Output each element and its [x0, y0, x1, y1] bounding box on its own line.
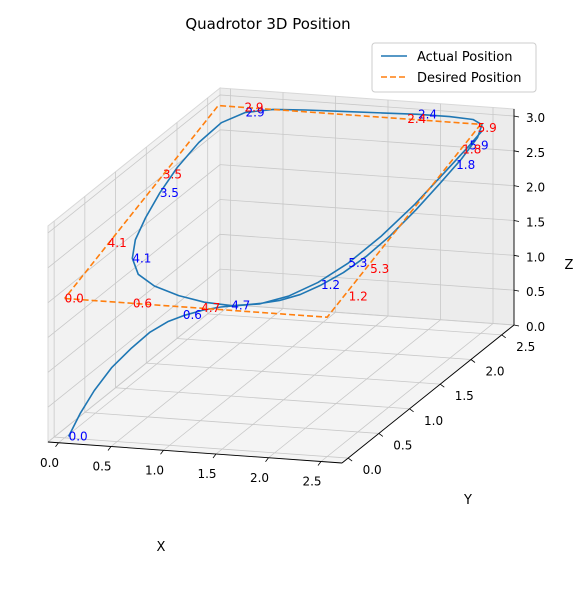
x-axis-label: X: [157, 540, 166, 555]
time-label: 4.1: [132, 251, 151, 265]
z-tick-mark: [513, 115, 520, 118]
time-label: 0.6: [133, 296, 152, 310]
z-tick-mark: [513, 254, 520, 257]
z-tick-mark: [513, 289, 520, 292]
y-axis-line: [341, 324, 515, 464]
y-tick-mark: [409, 408, 414, 413]
legend: Actual Position Desired Position: [371, 42, 537, 93]
x-tick-mark: [212, 453, 217, 459]
time-label: 1.8: [456, 158, 475, 172]
gridline-z: [47, 233, 515, 373]
time-label: 5.3: [370, 262, 389, 276]
z-tick-mark: [513, 324, 520, 327]
y-tick-label: 0.5: [393, 438, 412, 452]
x-tick-mark: [317, 461, 322, 466]
legend-box: [371, 42, 537, 93]
time-label: 2.9: [246, 105, 265, 119]
time-label: 5.9: [470, 138, 489, 152]
y-tick-label: 2.5: [516, 340, 535, 354]
x-tick-label: 1.0: [145, 463, 164, 477]
time-label: 2.4: [418, 107, 437, 121]
z-axis-label: Z: [565, 258, 574, 273]
y-tick-mark: [347, 457, 353, 462]
y-tick-label: 1.5: [455, 389, 474, 403]
z-tick-mark: [513, 220, 520, 222]
x-tick-mark: [107, 446, 112, 451]
gridline-z: [47, 94, 515, 234]
time-label: 3.5: [163, 167, 182, 181]
y-tick-label: 1.0: [424, 414, 443, 428]
z-tick-label: 3.0: [526, 111, 545, 125]
x-tick-mark: [265, 457, 269, 462]
x-tick-mark: [160, 450, 164, 455]
time-label: 2.4: [407, 112, 426, 126]
gridline-z: [47, 164, 515, 303]
x-tick-label: 0.0: [40, 456, 59, 470]
x-axis-line: [47, 441, 343, 464]
x-tick-label: 2.5: [302, 475, 321, 489]
time-label: 0.0: [65, 291, 84, 305]
z-tick-label: 2.5: [526, 146, 545, 160]
y-tick-label: 0.0: [363, 463, 382, 477]
time-label: 4.7: [231, 299, 250, 313]
y-axis-label: Y: [463, 493, 472, 508]
gridline-z: [47, 268, 515, 408]
y-tick-mark: [378, 433, 384, 437]
time-label: 5.3: [348, 256, 367, 270]
x-tick-mark: [55, 442, 59, 447]
gridline-z: [47, 129, 515, 269]
time-label: 4.7: [201, 301, 220, 315]
legend-label-actual: Actual Position: [417, 50, 512, 65]
z-tick-label: 1.5: [526, 215, 545, 229]
z-tick-label: 0.0: [526, 320, 545, 334]
z-tick-label: 1.0: [526, 250, 545, 264]
time-label: 2.9: [244, 100, 263, 114]
y-tick-mark: [470, 359, 476, 363]
z-tick-label: 0.5: [526, 285, 545, 299]
series-line-1: [64, 104, 482, 319]
z-tick-label: 2.0: [526, 181, 545, 195]
time-label: 1.8: [462, 143, 481, 157]
time-label: 1.2: [321, 278, 340, 292]
time-label: 0.0: [69, 429, 88, 443]
x-tick-label: 1.5: [197, 467, 216, 481]
z-tick-mark: [513, 185, 520, 188]
time-label: 1.2: [349, 289, 368, 303]
time-label: 0.6: [183, 308, 202, 322]
y-tick-mark: [501, 334, 506, 339]
chart-title: Quadrotor 3D Position: [185, 15, 350, 33]
z-tick-mark: [513, 150, 520, 153]
y-tick-mark: [440, 383, 445, 388]
x-tick-label: 2.0: [250, 471, 269, 485]
y-tick-label: 2.0: [485, 365, 504, 379]
gridline-z: [47, 199, 515, 338]
time-label: 3.5: [160, 186, 179, 200]
x-tick-label: 0.5: [92, 460, 111, 474]
legend-label-desired: Desired Position: [417, 71, 521, 86]
time-label: 4.1: [108, 236, 127, 250]
time-label: 5.9: [478, 121, 497, 135]
